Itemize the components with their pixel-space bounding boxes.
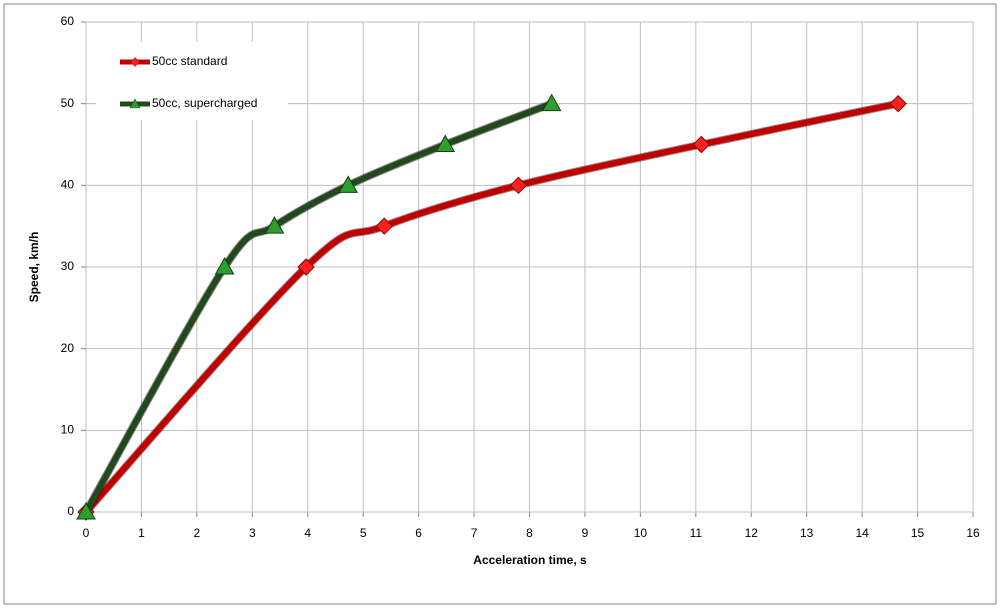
marker — [297, 258, 315, 276]
y-tick-label: 40 — [61, 178, 75, 192]
x-tick-label: 11 — [690, 526, 703, 540]
x-tick-label: 9 — [582, 526, 589, 540]
x-tick-label: 15 — [911, 526, 925, 540]
y-tick-label: 0 — [67, 504, 74, 518]
x-tick-label: 0 — [83, 526, 90, 540]
marker — [76, 501, 96, 520]
legend-label: 50cc, supercharged — [152, 96, 257, 110]
marker — [541, 93, 562, 112]
x-tick-label: 12 — [745, 526, 759, 540]
series-line — [83, 100, 902, 515]
legend-label: 50cc standard — [152, 54, 227, 68]
x-axis-label: Acceleration time, s — [473, 553, 587, 567]
y-tick-label: 60 — [61, 14, 75, 28]
x-tick-label: 5 — [360, 526, 367, 540]
x-tick-label: 10 — [634, 526, 648, 540]
x-tick-label: 8 — [526, 526, 533, 540]
legend: 50cc standard 50cc, supercharged — [96, 42, 288, 120]
marker — [889, 94, 907, 113]
y-tick-label: 20 — [61, 341, 75, 355]
marker — [509, 176, 528, 195]
y-tick-label: 10 — [61, 423, 75, 437]
y-tick-label: 30 — [61, 259, 75, 273]
marker — [264, 216, 285, 234]
marker — [692, 135, 711, 154]
marker — [435, 134, 456, 152]
legend-box — [96, 42, 288, 120]
marker — [129, 98, 141, 109]
y-axis-label: Speed, km/h — [27, 232, 41, 303]
x-tick-label: 2 — [194, 526, 201, 540]
x-tick-label: 3 — [249, 526, 256, 540]
x-tick-label: 14 — [855, 526, 869, 540]
x-tick-label: 7 — [471, 526, 478, 540]
x-tick-label: 13 — [800, 526, 814, 540]
x-tick-label: 1 — [138, 526, 145, 540]
marker — [130, 57, 140, 67]
marker — [375, 217, 393, 235]
x-tick-label: 6 — [415, 526, 422, 540]
marker — [338, 175, 359, 193]
x-tick-label: 4 — [304, 526, 311, 540]
y-tick-label: 50 — [61, 96, 75, 110]
x-tick-label: 16 — [966, 526, 980, 540]
marker — [214, 256, 235, 275]
